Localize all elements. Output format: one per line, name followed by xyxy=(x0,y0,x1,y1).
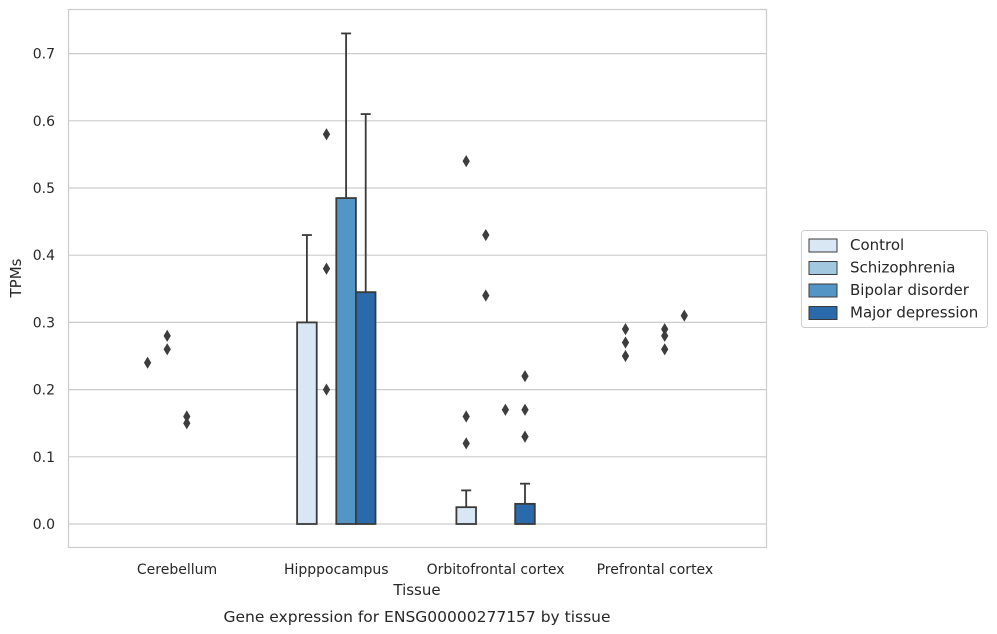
legend-label: Control xyxy=(850,236,904,254)
legend-swatch xyxy=(808,283,838,298)
outlier-point xyxy=(163,329,171,342)
x-axis-title: Tissue xyxy=(392,581,440,599)
x-tick-label: Orbitofrontal cortex xyxy=(427,562,565,578)
bar xyxy=(335,197,357,525)
bar xyxy=(354,291,377,525)
bar xyxy=(296,321,318,525)
plot-frame xyxy=(67,8,768,549)
legend-swatch xyxy=(808,261,838,275)
outlier-point xyxy=(521,370,529,383)
x-tick-labels: Cerebellum Hipppocampus Orbitofrontal cort… xyxy=(137,562,713,578)
y-tick-label: 0.5 xyxy=(33,181,55,197)
grid-lines xyxy=(68,52,767,525)
legend-label: Schizophrenia xyxy=(850,259,955,277)
x-tick-label: Cerebellum xyxy=(137,562,217,578)
legend-label: Major depression xyxy=(850,304,978,322)
error-bars xyxy=(301,32,530,508)
outlier-point xyxy=(322,262,331,275)
bar xyxy=(514,502,536,525)
y-tick-label: 0.3 xyxy=(33,315,55,331)
outlier-point xyxy=(462,155,470,168)
outlier-point xyxy=(482,228,490,242)
y-tick-label: 0.4 xyxy=(33,248,55,264)
y-tick-labels: 0.0 0.1 0.2 0.3 0.4 0.5 0.6 0.7 xyxy=(33,47,55,533)
x-tick-label: Hipppocampus xyxy=(284,562,389,578)
outlier-point xyxy=(462,437,470,450)
outlier-point xyxy=(621,323,630,336)
outlier-point xyxy=(322,128,331,141)
outlier-point xyxy=(521,430,529,443)
y-tick-label: 0.0 xyxy=(33,517,55,533)
y-tick-label: 0.6 xyxy=(33,114,55,130)
outlier-point xyxy=(521,403,529,416)
legend-swatch xyxy=(808,238,838,253)
legend-label: Bipolar disorder xyxy=(850,281,970,299)
legend-frame xyxy=(801,230,988,328)
legend-swatch xyxy=(808,306,838,320)
outlier-point xyxy=(661,343,669,356)
outlier-point xyxy=(621,336,630,349)
outlier-point xyxy=(621,349,630,363)
outlier-point xyxy=(501,403,510,416)
outlier-point xyxy=(163,343,171,356)
outlier-points xyxy=(143,128,688,450)
outlier-point xyxy=(462,410,470,423)
bar xyxy=(455,506,477,525)
y-axis-title: TPMs xyxy=(7,258,25,298)
y-tick-label: 0.7 xyxy=(33,47,55,63)
x-tick-label: Prefrontal cortex xyxy=(597,562,714,578)
outlier-point xyxy=(322,383,331,396)
outlier-point xyxy=(661,329,669,342)
y-tick-label: 0.2 xyxy=(33,383,55,399)
y-tick-label: 0.1 xyxy=(33,450,55,466)
outlier-point xyxy=(143,356,152,369)
outlier-point xyxy=(482,289,490,302)
figure-caption: Gene expression for ENSG00000277157 by t… xyxy=(223,608,610,626)
legend: Control Schizophrenia Bipolar disorder Majo… xyxy=(801,230,988,328)
outlier-point xyxy=(183,417,191,430)
bar-marks xyxy=(296,197,536,525)
outlier-point xyxy=(680,309,688,322)
